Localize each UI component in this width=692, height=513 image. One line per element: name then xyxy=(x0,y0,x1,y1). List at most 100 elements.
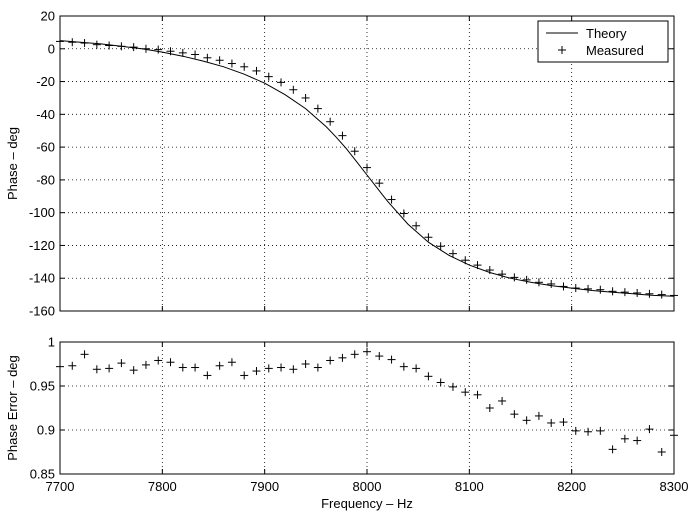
phase-error-x-tick-label: 8000 xyxy=(353,479,382,494)
phase-measured-point xyxy=(461,256,470,265)
phase-error-measured-point xyxy=(559,418,568,427)
phase-y-tick-label: 20 xyxy=(41,9,55,24)
phase-measured-point xyxy=(498,270,507,279)
phase-measured-point xyxy=(264,72,273,81)
phase-error-measured-point xyxy=(620,434,629,443)
phase-error-x-tick-label: 8100 xyxy=(455,479,484,494)
phase-y-tick-label: -80 xyxy=(36,172,55,187)
phase-measured-point xyxy=(92,40,101,49)
phase-measured-point xyxy=(448,249,457,258)
phase-error-measured-point xyxy=(424,372,433,381)
phase-measured-point xyxy=(596,285,605,294)
phase-error-measured-point xyxy=(645,425,654,434)
phase-error-measured-point xyxy=(215,361,224,370)
phase-measured-point xyxy=(424,233,433,242)
phase-error-measured-point xyxy=(191,363,200,372)
phase-measured-point xyxy=(584,284,593,293)
phase-y-tick-label: -40 xyxy=(36,107,55,122)
phase-error-x-tick-label: 7700 xyxy=(46,479,75,494)
phase-error-x-tick-label: 7900 xyxy=(250,479,279,494)
phase-measured-point xyxy=(485,266,494,275)
phase-error-measured-point xyxy=(326,356,335,365)
phase-error-measured-point xyxy=(141,360,150,369)
phase-measured-point xyxy=(105,41,114,50)
phase-measured-point xyxy=(338,131,347,140)
phase-chart: 20 0 -20 -40 -60 -80 -100 -120 -140 -160 Phase – … xyxy=(5,9,678,319)
phase-error-measured-point xyxy=(178,363,187,372)
phase-measured-point xyxy=(412,221,421,230)
legend-measured-plus xyxy=(558,46,566,54)
phase-y-tick-label: -160 xyxy=(29,304,55,319)
phase-error-measured-point xyxy=(313,363,322,372)
phase-error-ticks: 7700 7800 7900 8000 8100 8200 8300 1 0.95 0.9 0.85 xyxy=(30,335,689,495)
phase-error-measured-point xyxy=(547,418,556,427)
phase-measured-point xyxy=(350,147,359,156)
phase-measured-point xyxy=(645,289,654,298)
phase-error-measured-point xyxy=(498,396,507,405)
frequency-x-axis-label: Frequency – Hz xyxy=(321,496,413,511)
phase-error-measured-point xyxy=(657,448,666,456)
phase-measured-point xyxy=(277,78,286,87)
phase-measured-point xyxy=(571,284,580,293)
phase-measured-point xyxy=(203,53,212,62)
phase-ticks: 20 0 -20 -40 -60 -80 -100 -120 -140 -160 xyxy=(29,9,675,319)
phase-measured-point xyxy=(178,48,187,57)
phase-error-x-tick-label: 8200 xyxy=(557,479,586,494)
phase-error-measured-point xyxy=(375,352,384,361)
phase-y-tick-label: 0 xyxy=(48,41,55,56)
phase-measured-point xyxy=(608,287,617,296)
phase-error-measured-point xyxy=(338,353,347,362)
phase-measured-point xyxy=(657,290,666,299)
phase-error-measured-point xyxy=(154,356,163,365)
phase-measured-point xyxy=(313,104,322,113)
phase-measured-point xyxy=(191,50,200,59)
phase-measured-point xyxy=(227,59,236,68)
phase-error-measured-point xyxy=(105,364,114,373)
phase-error-measured-point xyxy=(461,388,470,397)
phase-error-measured-point xyxy=(350,350,359,359)
phase-measured-point xyxy=(252,66,261,75)
phase-y-tick-label: -60 xyxy=(36,140,55,155)
phase-error-x-tick-label: 8300 xyxy=(660,479,689,494)
phase-measured-point xyxy=(154,45,163,54)
phase-error-measured-point xyxy=(92,365,101,374)
phase-error-measured-point xyxy=(277,363,286,372)
phase-measured-point xyxy=(215,56,224,65)
phase-error-measured-point xyxy=(203,371,212,380)
phase-measured-point xyxy=(68,38,77,47)
phase-measured-point xyxy=(141,44,150,53)
phase-error-x-tick-label: 7800 xyxy=(148,479,177,494)
phase-error-measured-point xyxy=(448,382,457,391)
phase-error-y-tick-label: 0.95 xyxy=(30,379,55,394)
phase-measured-point xyxy=(387,195,396,204)
phase-y-tick-label: -140 xyxy=(29,271,55,286)
phase-measured-point xyxy=(510,273,519,282)
phase-measured-point xyxy=(547,279,556,288)
phase-error-measured-point xyxy=(436,378,445,387)
phase-error-measured-point xyxy=(166,358,175,367)
phase-error-measured-point xyxy=(522,416,531,425)
phase-error-measured-point xyxy=(510,410,519,419)
phase-measured-point xyxy=(166,47,175,56)
phase-y-tick-label: -20 xyxy=(36,74,55,89)
phase-error-measured-point xyxy=(363,347,371,356)
phase-measured-point xyxy=(534,278,543,287)
legend-box xyxy=(537,20,669,63)
phase-error-measured-point xyxy=(117,359,126,368)
phase-error-measured-point xyxy=(68,361,77,370)
phase-error-measured-point xyxy=(584,427,593,436)
phase-error-measured-point xyxy=(387,355,396,364)
legend-measured-label: Measured xyxy=(586,43,644,58)
phase-measured-point xyxy=(620,288,629,297)
phase-error-measured-point xyxy=(412,364,421,373)
phase-measured-point xyxy=(375,179,384,188)
phase-error-measured-point xyxy=(534,411,543,420)
phase-error-measured-point xyxy=(596,426,605,435)
phase-measured-point xyxy=(80,39,89,48)
phase-y-axis-label: Phase – deg xyxy=(5,127,20,200)
phase-measured-point xyxy=(289,85,298,94)
legend-theory-label: Theory xyxy=(586,26,627,41)
phase-error-y-tick-label: 0.9 xyxy=(37,423,55,438)
phase-measured-point xyxy=(363,163,371,172)
phase-error-measured-point xyxy=(301,360,310,368)
